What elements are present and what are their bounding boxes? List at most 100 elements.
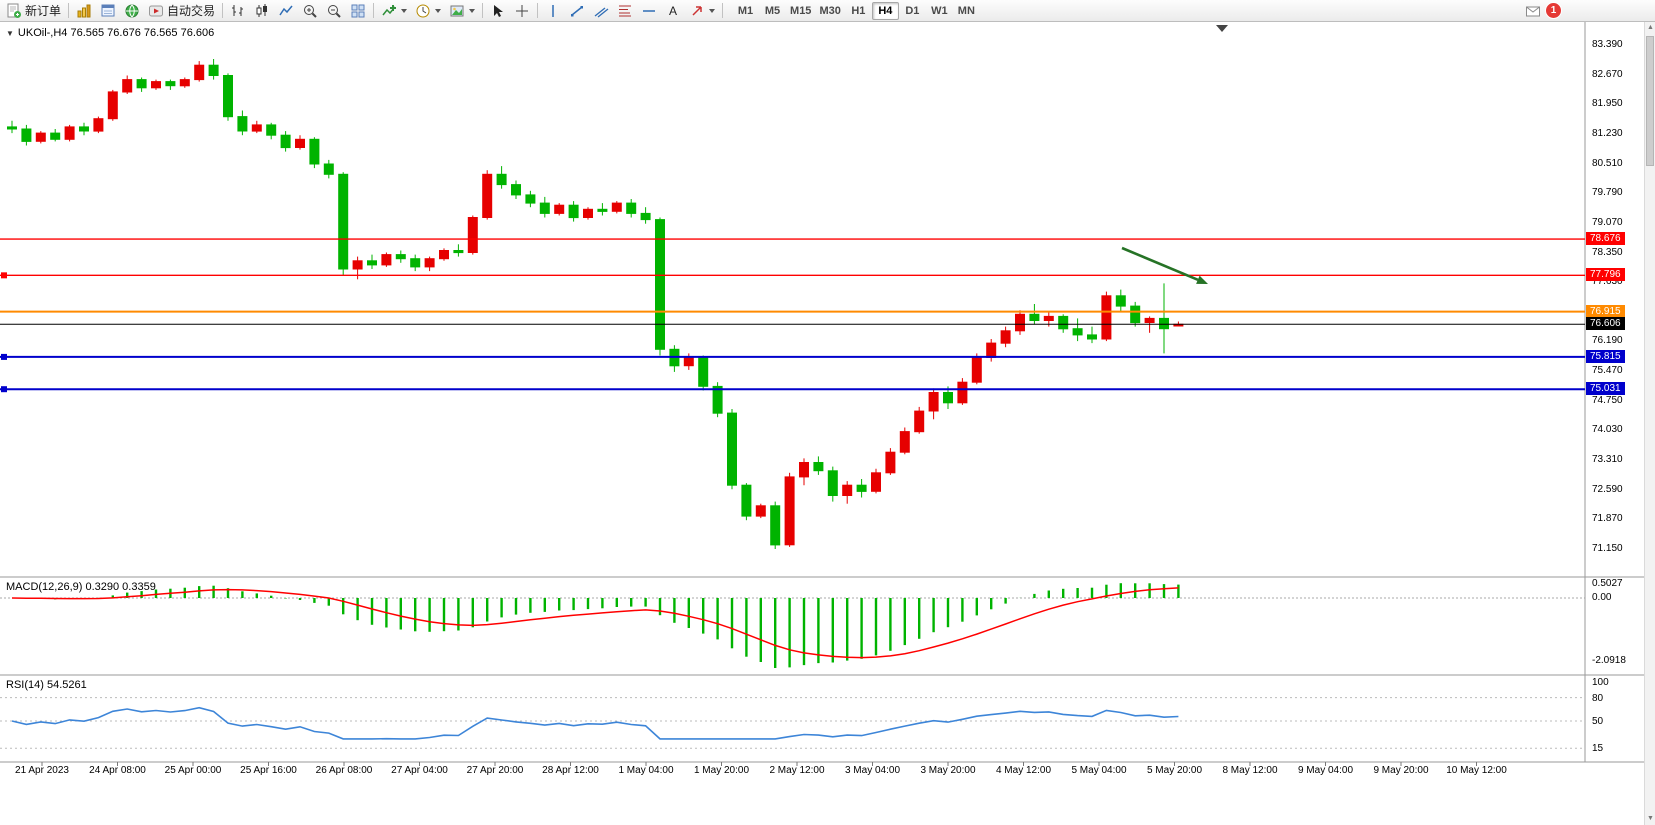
price-axis-label: 81.230 xyxy=(1592,127,1623,139)
rsi-axis-label: 50 xyxy=(1592,716,1604,727)
level-price-tag-75.815: 75.815 xyxy=(1586,349,1625,363)
fibonacci-button[interactable] xyxy=(613,1,637,21)
vertical-scrollbar[interactable]: ▲ ▼ xyxy=(1644,22,1655,825)
price-axis-label: 75.470 xyxy=(1592,365,1623,377)
rsi-axis-label: 100 xyxy=(1592,677,1609,688)
time-axis-label: 25 Apr 00:00 xyxy=(164,765,222,776)
horizontal-line-button[interactable] xyxy=(637,1,661,21)
templates-icon xyxy=(449,3,465,19)
line-chart-button[interactable] xyxy=(274,1,298,21)
trendline-button[interactable] xyxy=(565,1,589,21)
macd-axis-label: 0.00 xyxy=(1592,592,1612,603)
navigator-button[interactable] xyxy=(120,1,144,21)
timeframe-m15-button[interactable]: M15 xyxy=(790,4,812,17)
indicators-button[interactable] xyxy=(377,1,411,21)
new-order-icon xyxy=(6,3,22,19)
toolbar-right-group: 1 xyxy=(1525,3,1561,19)
candles-layer xyxy=(7,59,1184,549)
tile-windows-button[interactable] xyxy=(346,1,370,21)
rsi-layer xyxy=(0,697,1585,749)
timeframe-m30-button[interactable]: M30 xyxy=(819,4,841,17)
timeframe-h1-button[interactable]: H1 xyxy=(851,4,866,17)
crosshair-button[interactable] xyxy=(510,1,534,21)
periods-icon xyxy=(415,3,431,19)
text-button[interactable]: A xyxy=(661,1,685,21)
price-axis-label: 76.190 xyxy=(1592,335,1623,347)
zoom-out-button[interactable] xyxy=(322,1,346,21)
horizontal-line-icon xyxy=(641,3,657,19)
macd-axis-label: 0.5027 xyxy=(1592,578,1623,589)
candlestick-chart-icon xyxy=(254,3,270,19)
price-axis-label: 82.670 xyxy=(1592,68,1623,80)
time-axis-label: 9 May 04:00 xyxy=(1297,765,1354,776)
price-axis-label: 73.310 xyxy=(1592,454,1623,466)
timeframe-h4-button[interactable]: H4 xyxy=(871,1,899,20)
zoom-in-button[interactable] xyxy=(298,1,322,21)
tile-windows-icon xyxy=(350,3,366,19)
trendline-icon xyxy=(569,3,585,19)
timeframe-m1-button[interactable]: M1 xyxy=(737,4,754,17)
notification-badge[interactable]: 1 xyxy=(1546,3,1561,18)
crosshair-icon xyxy=(514,3,530,19)
toolbar-separator xyxy=(373,3,375,18)
timeframe-mn-button[interactable]: MN xyxy=(957,4,975,17)
data-window-icon xyxy=(100,3,116,19)
scroll-up-icon[interactable]: ▲ xyxy=(1647,24,1654,31)
macd-axis-label: -2.0918 xyxy=(1592,655,1626,666)
time-axis-label: 28 Apr 12:00 xyxy=(542,765,599,776)
arrows-button[interactable] xyxy=(685,1,719,21)
macd-label: MACD(12,26,9) 0.3290 0.3359 xyxy=(6,581,156,593)
time-axis-label: 8 May 12:00 xyxy=(1222,765,1278,776)
text-icon: A xyxy=(665,3,681,19)
fibonacci-icon xyxy=(617,3,633,19)
bar-chart-button[interactable] xyxy=(226,1,250,21)
time-axis-label: 24 Apr 08:00 xyxy=(89,765,146,776)
time-axis-label: 25 Apr 16:00 xyxy=(240,765,297,776)
zoom-in-icon xyxy=(302,3,318,19)
scrollbar-thumb[interactable] xyxy=(1646,36,1654,166)
templates-button[interactable] xyxy=(445,1,479,21)
macd-layer xyxy=(0,583,1585,668)
time-axis-label: 2 May 12:00 xyxy=(769,765,825,776)
market-watch-button[interactable] xyxy=(72,1,96,21)
equidistant-channel-icon xyxy=(593,3,609,19)
autotrading-button[interactable]: 自动交易 xyxy=(144,1,219,21)
data-window-button[interactable] xyxy=(96,1,120,21)
indicators-icon xyxy=(381,3,397,19)
toolbar-separator xyxy=(482,3,484,18)
time-axis-label: 1 May 20:00 xyxy=(693,765,750,776)
timeframe-d1-button[interactable]: D1 xyxy=(905,4,920,17)
trend-arrow-annotation xyxy=(1121,246,1208,284)
autotrading-label: 自动交易 xyxy=(167,4,216,18)
time-axis-label: 21 Apr 2023 xyxy=(15,765,69,776)
toolbar-separator xyxy=(722,3,724,18)
autotrading-icon xyxy=(148,3,164,19)
time-axis-label: 3 May 20:00 xyxy=(920,765,976,776)
time-axis-label: 3 May 04:00 xyxy=(844,765,901,776)
level-price-tag-77.796: 77.796 xyxy=(1586,268,1625,282)
equidistant-channel-button[interactable] xyxy=(589,1,613,21)
vertical-line-button[interactable] xyxy=(541,1,565,21)
price-axis-label: 77.630 xyxy=(1592,276,1623,288)
timeframe-m5-button[interactable]: M5 xyxy=(764,4,781,17)
scroll-down-icon[interactable]: ▼ xyxy=(1647,815,1654,822)
mail-icon[interactable] xyxy=(1525,3,1541,19)
timeframe-w1-button[interactable]: W1 xyxy=(931,4,948,17)
rsi-axis-label: 80 xyxy=(1592,693,1604,704)
cursor-button[interactable] xyxy=(486,1,510,21)
chart-collapse-icon[interactable]: ▼ xyxy=(6,28,14,38)
time-axis-label: 27 Apr 20:00 xyxy=(466,765,524,776)
main-toolbar: 新订单 自动交易 A M1 M5 M15 M30 H1 H4 D1 W1 MN 1 xyxy=(0,0,1655,22)
new-order-button[interactable]: 新订单 xyxy=(2,1,65,21)
time-axis-label: 4 May 12:00 xyxy=(995,765,1052,776)
periods-button[interactable] xyxy=(411,1,445,21)
price-axis-label: 74.750 xyxy=(1592,394,1623,406)
bar-chart-icon xyxy=(230,3,246,19)
candlestick-chart-button[interactable] xyxy=(250,1,274,21)
templates-caret-icon xyxy=(469,8,476,13)
time-axis-label: 1 May 04:00 xyxy=(618,765,674,776)
svg-text:A: A xyxy=(669,4,677,18)
price-axis-label: 72.590 xyxy=(1592,483,1623,495)
